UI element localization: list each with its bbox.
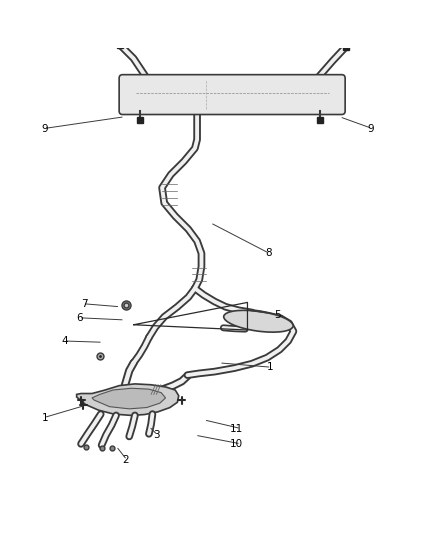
Text: 2: 2 bbox=[123, 455, 129, 465]
FancyBboxPatch shape bbox=[119, 75, 345, 115]
Text: 11: 11 bbox=[230, 424, 243, 433]
Text: 9: 9 bbox=[368, 124, 374, 134]
Text: 9: 9 bbox=[42, 124, 48, 134]
Text: 8: 8 bbox=[265, 248, 272, 259]
Text: 1: 1 bbox=[267, 362, 274, 372]
Text: 1: 1 bbox=[42, 413, 48, 423]
Text: 3: 3 bbox=[153, 430, 160, 440]
Polygon shape bbox=[92, 388, 166, 409]
Text: 7: 7 bbox=[81, 298, 88, 309]
Text: 6: 6 bbox=[77, 313, 83, 323]
Polygon shape bbox=[77, 384, 179, 415]
Ellipse shape bbox=[224, 310, 293, 332]
Text: 5: 5 bbox=[274, 310, 280, 320]
Text: 10: 10 bbox=[230, 439, 243, 449]
Text: 4: 4 bbox=[61, 336, 68, 346]
